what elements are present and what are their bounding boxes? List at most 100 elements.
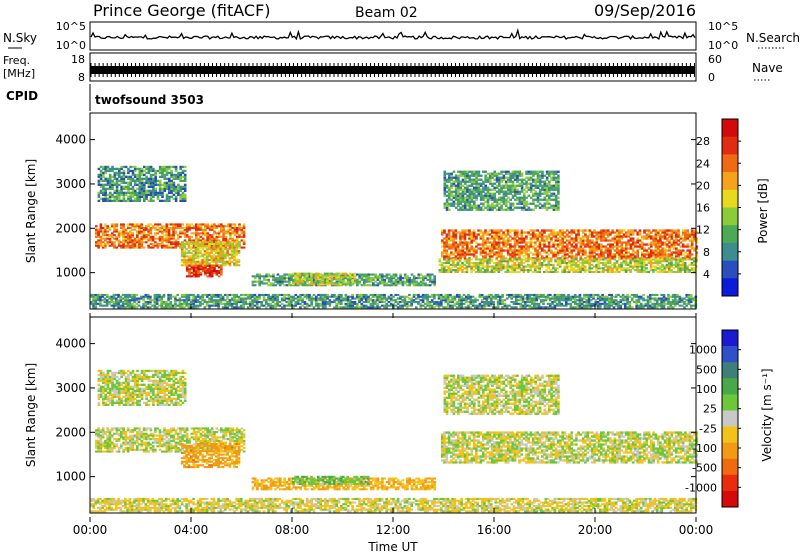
heatmap-cell — [520, 262, 523, 265]
heatmap-cell — [461, 231, 464, 234]
heatmap-cell — [95, 235, 98, 238]
heatmap-cell — [491, 255, 494, 258]
heatmap-cell — [547, 237, 551, 240]
heatmap-cell — [129, 230, 132, 233]
heatmap-cell — [548, 206, 551, 209]
heatmap-cell — [412, 284, 416, 287]
heatmap-cell — [156, 244, 159, 247]
heatmap-cell — [185, 260, 188, 263]
heatmap-cell — [570, 263, 573, 266]
heatmap-cell — [426, 278, 430, 281]
heatmap-cell — [622, 258, 626, 261]
heatmap-cell — [525, 208, 528, 211]
heatmap-cell — [520, 178, 524, 181]
heatmap-cell — [127, 183, 130, 186]
heatmap-cell — [486, 265, 489, 268]
heatmap-cell — [443, 241, 446, 244]
heatmap-cell — [154, 193, 157, 196]
heatmap-cell — [509, 245, 512, 248]
heatmap-cell — [156, 169, 160, 173]
heatmap-cell — [520, 186, 524, 189]
heatmap-cell — [158, 237, 162, 240]
heatmap-cell — [156, 237, 159, 240]
heatmap-cell — [136, 173, 139, 177]
heatmap-cell — [183, 230, 187, 233]
heatmap-cell — [138, 183, 142, 186]
heatmap-cell — [372, 277, 375, 280]
heatmap-cell — [108, 187, 112, 190]
heatmap-cell — [143, 165, 146, 169]
heatmap-cell — [445, 180, 449, 183]
heatmap-cell — [185, 223, 189, 226]
heatmap-cell — [509, 255, 512, 258]
heatmap-cell — [440, 262, 444, 265]
heatmap-cell — [572, 241, 576, 244]
heatmap-cell — [445, 270, 448, 273]
heatmap-cell — [192, 250, 195, 253]
heatmap-cell — [165, 183, 169, 186]
heatmap-cell — [647, 270, 651, 273]
heatmap-cell — [606, 265, 610, 268]
heatmap-cell — [113, 225, 116, 228]
heatmap-cell — [179, 195, 182, 198]
heatmap-cell — [661, 270, 664, 273]
heatmap-cell — [504, 204, 508, 207]
heatmap-cell — [154, 183, 157, 186]
heatmap-cell — [433, 277, 436, 280]
heatmap-cell — [208, 264, 212, 267]
heatmap-cell — [593, 241, 596, 244]
heatmap-cell — [450, 257, 453, 260]
heatmap-cell — [482, 198, 485, 201]
heatmap-cell — [339, 272, 343, 275]
heatmap-cell — [584, 229, 587, 232]
heatmap-cell — [397, 278, 400, 281]
heatmap-cell — [129, 187, 132, 190]
heatmap-cell — [140, 187, 144, 190]
heatmap-cell — [285, 284, 289, 287]
heatmap-cell — [643, 243, 646, 246]
heatmap-cell — [183, 253, 186, 256]
heatmap-cell — [210, 266, 214, 269]
heatmap-cell — [229, 244, 232, 247]
heatmap-cell — [179, 167, 182, 171]
heatmap-cell — [518, 253, 521, 256]
heatmap-cell — [556, 239, 560, 242]
heatmap-cell — [99, 165, 103, 169]
heatmap-cell — [563, 253, 567, 256]
heatmap-cell — [593, 247, 596, 250]
heatmap-cell — [205, 246, 209, 249]
heatmap-cell — [197, 232, 200, 235]
heatmap-cell — [538, 269, 541, 272]
heatmap-cell — [306, 280, 309, 283]
heatmap-cell — [686, 237, 689, 240]
heatmap-cell — [131, 185, 135, 188]
heatmap-cell — [611, 243, 614, 246]
heatmap-cell — [554, 239, 558, 242]
heatmap-cell — [122, 187, 126, 190]
heatmap-cell — [538, 231, 542, 234]
heatmap-cell — [504, 229, 508, 232]
heatmap-cell — [620, 229, 624, 232]
heatmap-cell — [650, 235, 653, 238]
heatmap-cell — [511, 257, 514, 260]
heatmap-cell — [479, 208, 483, 211]
heatmap-cell — [654, 233, 658, 236]
heatmap-cell — [97, 191, 101, 194]
heatmap-cell — [550, 204, 553, 207]
heatmap-cell — [97, 228, 100, 231]
heatmap-cell — [681, 239, 685, 242]
heatmap-cell — [495, 247, 499, 250]
heatmap-cell — [663, 233, 667, 236]
heatmap-cell — [543, 260, 546, 263]
heatmap-cell — [548, 174, 551, 177]
heatmap-cell — [548, 172, 551, 175]
heatmap-cell — [170, 234, 173, 237]
heatmap-cell — [383, 284, 386, 287]
heatmap-cell — [212, 260, 216, 263]
heatmap-cell — [470, 231, 474, 234]
heatmap-cell — [90, 293, 93, 296]
heatmap-cell — [158, 165, 162, 169]
heatmap-cell — [638, 262, 641, 265]
heatmap-cell — [233, 239, 237, 242]
heatmap-cell — [126, 237, 130, 240]
